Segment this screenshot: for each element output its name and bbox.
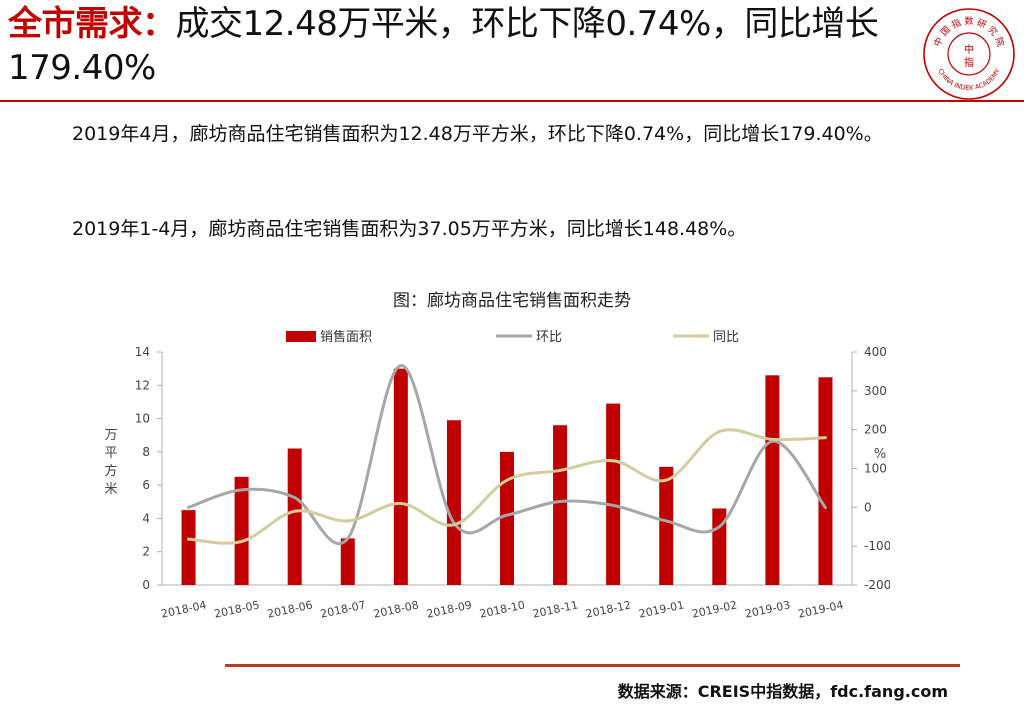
bar <box>818 377 833 585</box>
bar <box>181 510 196 585</box>
x-tick-label: 2018-04 <box>160 598 208 620</box>
logo-top-text: 中 国 指 数 研 究 院 <box>931 15 1007 48</box>
y-axis-label: 米 <box>104 482 117 497</box>
data-source: 数据来源：CREIS中指数据，fdc.fang.com <box>617 682 948 701</box>
chart-title: 图：廊坊商品住宅销售面积走势 <box>393 291 631 311</box>
bar <box>340 538 355 585</box>
x-tick-label: 2018-10 <box>478 598 526 620</box>
x-tick-label: 2018-09 <box>425 598 473 620</box>
x-tick-label: 2018-07 <box>319 598 367 620</box>
x-tick-label: 2018-05 <box>213 598 261 620</box>
legend-label: 同比 <box>713 330 739 345</box>
y-tick-label: 14 <box>135 345 150 359</box>
logo-center-text-2: 指 <box>964 56 974 69</box>
y2-tick-label: -100 <box>864 539 890 553</box>
legend-label: 销售面积 <box>320 329 372 345</box>
x-tick-label: 2019-03 <box>744 598 792 620</box>
x-tick-label: 2018-11 <box>532 598 580 620</box>
legend-swatch <box>286 331 316 342</box>
y-tick-label: 10 <box>135 412 150 426</box>
y2-tick-label: 400 <box>864 345 887 359</box>
y2-tick-label: 300 <box>864 384 887 398</box>
bar <box>553 425 568 585</box>
y-tick-label: 0 <box>142 578 150 592</box>
x-tick-label: 2019-01 <box>638 598 686 620</box>
y-axis-label: 平 <box>104 446 117 461</box>
source-divider <box>225 664 960 667</box>
y2-tick-label: -200 <box>864 578 890 592</box>
logo-bottom-text: CHINA INDEX ACADEMY <box>936 67 1001 92</box>
sales-area-chart: 0 2 4 6 8 10 12 14 -200 -100 0 100 200 300 400 万平方米% 201… <box>104 329 890 621</box>
page-title-rest: 成交12.48万平米，环比下降0.74%，同比增长179.40% <box>8 4 879 88</box>
body-paragraph-2: 2019年1-4月，廊坊商品住宅销售面积为37.05万平方米，同比增长148.4… <box>72 218 747 240</box>
page-title: 全市需求：成交12.48万平米，环比下降0.74%，同比增长179.40% <box>8 2 908 90</box>
y-tick-label: 6 <box>142 478 150 492</box>
bar <box>765 375 780 585</box>
y2-tick-label: 100 <box>864 462 887 476</box>
bar <box>659 466 674 585</box>
china-index-academy-logo: 中 国 指 数 研 究 院 CHINA INDEX ACADEMY 中 指 <box>923 8 1015 100</box>
x-tick-label: 2018-08 <box>372 598 420 620</box>
logo-inner-ring <box>947 32 991 76</box>
series-line-tongbi <box>187 428 827 545</box>
bar <box>606 403 621 585</box>
y2-axis-label: % <box>874 447 886 462</box>
page-title-highlight: 全市需求： <box>8 4 176 44</box>
logo-outer-ring <box>923 8 1015 100</box>
x-tick-label: 2018-06 <box>266 598 314 620</box>
body-paragraph-1: 2019年4月，廊坊商品住宅销售面积为12.48万平方米，环比下降0.74%，同… <box>72 123 883 145</box>
legend-label: 环比 <box>536 330 562 345</box>
y-axis-label: 万 <box>104 428 117 443</box>
title-divider <box>0 100 1024 102</box>
logo-center-text-1: 中 <box>964 43 974 56</box>
bar <box>234 476 249 585</box>
y-tick-label: 12 <box>135 378 150 392</box>
y-tick-label: 8 <box>142 445 150 459</box>
y-tick-label: 2 <box>142 545 150 559</box>
x-tick-label: 2019-04 <box>797 598 845 620</box>
y-axis-label: 方 <box>104 463 117 479</box>
x-tick-label: 2018-12 <box>585 598 633 620</box>
y-tick-label: 4 <box>142 511 150 525</box>
bar <box>446 420 461 585</box>
y2-tick-label: 200 <box>864 423 887 437</box>
x-tick-label: 2019-02 <box>691 598 739 620</box>
bar <box>287 448 302 585</box>
bar <box>500 451 514 585</box>
y2-tick-label: 0 <box>864 500 872 514</box>
bar <box>393 368 408 585</box>
